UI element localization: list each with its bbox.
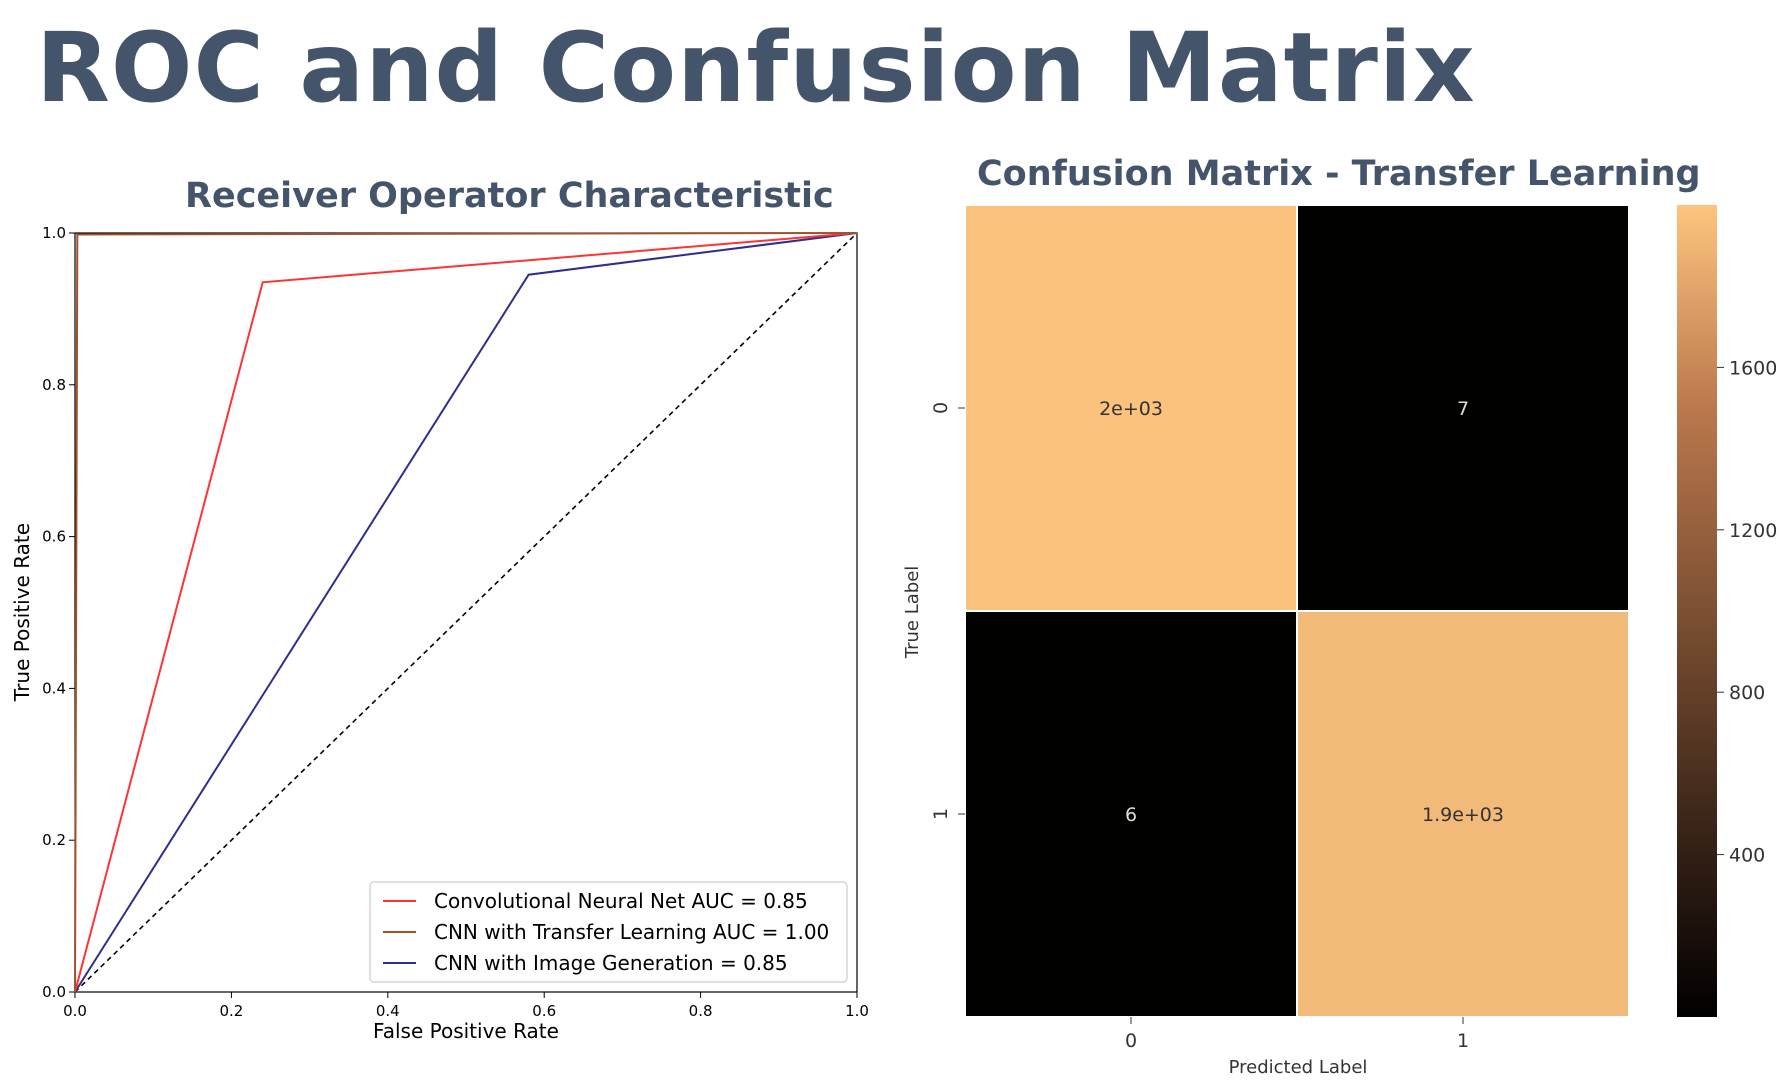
roc-x-axis-label: False Positive Rate [373,1019,559,1043]
roc-legend-label: CNN with Transfer Learning AUC = 1.00 [434,920,829,944]
cm-x-tick-label: 0 [1125,1030,1137,1052]
roc-series-line-2 [74,232,858,993]
roc-x-tick-label: 0.4 [376,1002,400,1020]
roc-y-tick-label: 0.6 [42,528,66,546]
roc-y-axis-label: True Positive Rate [10,523,34,702]
cm-x-tick-label: 1 [1457,1030,1469,1052]
roc-x-tick-label: 0.8 [689,1002,713,1020]
cm-cell-annotation: 7 [1457,398,1469,420]
cm-colorbar-tick-label: 1600 [1729,357,1777,379]
cm-x-axis-label: Predicted Label [1229,1057,1368,1078]
roc-x-tick-label: 0.0 [63,1002,87,1020]
roc-legend-label: Convolutional Neural Net AUC = 0.85 [434,889,808,913]
roc-y-tick-label: 0.2 [42,831,66,849]
roc-chart: 0.0 0.2 0.4 0.6 0.8 1.0 0.0 0.2 0.4 0.6 0.8 1.0 Conv… [42,224,869,1020]
confusion-matrix-title: Confusion Matrix - Transfer Learning [977,154,1701,194]
roc-y-tick-label: 0.8 [42,376,66,394]
cm-cell-0-0 [964,204,1298,612]
cm-y-tick-label: 0 [930,402,952,414]
roc-series-line-0 [74,232,858,993]
cm-y-axis-label: True Label [902,566,923,660]
roc-legend [369,881,848,983]
cm-cell-annotation: 1.9e+03 [1422,804,1504,826]
roc-reference-diagonal [74,232,858,993]
roc-legend-label: CNN with Image Generation = 0.85 [434,951,788,975]
cm-cell-annotation: 2e+03 [1099,398,1163,420]
cm-cell-annotation: 6 [1125,804,1137,826]
cm-colorbar [1677,205,1717,1017]
roc-y-tick-label: 0.4 [42,679,66,697]
roc-chart-title: Receiver Operator Characteristic [185,176,834,216]
roc-x-tick-label: 1.0 [845,1002,869,1020]
slide-title: ROC and Confusion Matrix [36,12,1476,124]
cm-colorbar-tick-label: 400 [1729,845,1765,867]
cm-cell-0-1 [1296,204,1630,612]
roc-y-tick-label: 0.0 [42,983,66,1001]
roc-series-line-1 [74,232,858,993]
cm-cell-1-1 [1296,610,1630,1018]
cm-y-tick-label: 1 [930,808,952,820]
roc-x-tick-label: 0.6 [532,1002,556,1020]
cm-colorbar-tick-label: 800 [1729,682,1765,704]
roc-x-tick-label: 0.2 [219,1002,243,1020]
confusion-matrix-chart: 2e+03 7 6 1.9e+03 0 1 0 1 400 800 1200 1600 [930,204,1777,1052]
cm-colorbar-tick-label: 1200 [1729,520,1777,542]
roc-y-tick-label: 1.0 [42,224,66,242]
